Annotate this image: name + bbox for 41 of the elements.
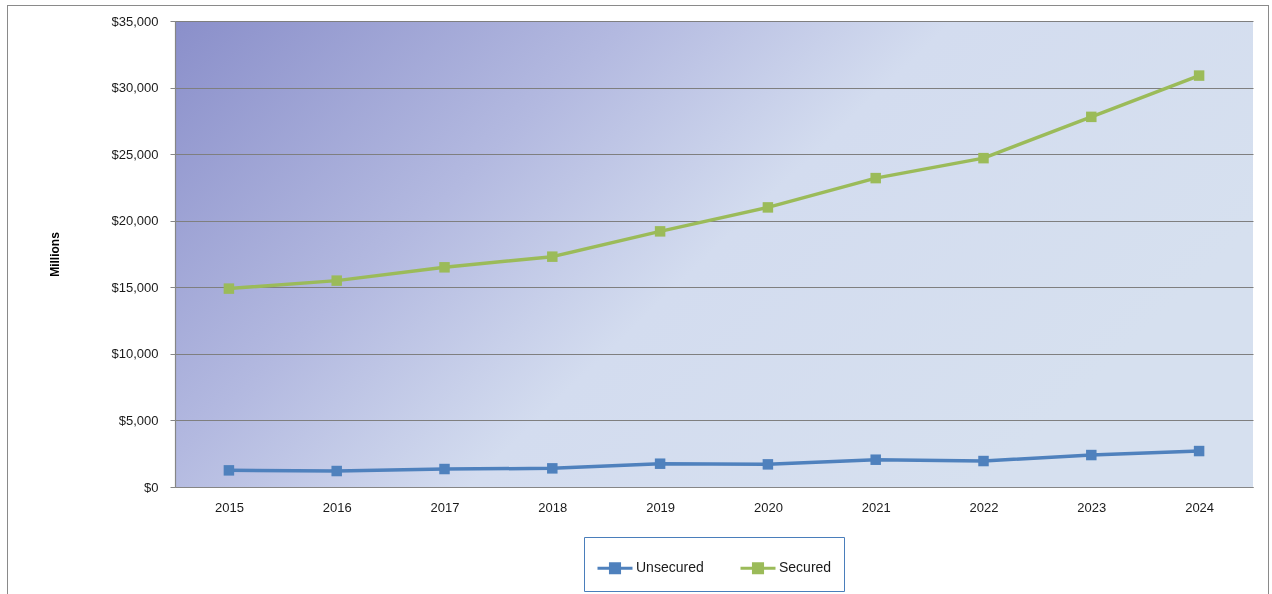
y-tick-label: $20,000 (111, 213, 159, 229)
y-tick-label: $0 (144, 479, 159, 495)
y-tick-label: $5,000 (118, 412, 159, 428)
point (870, 454, 881, 465)
y-tick-label: $15,000 (111, 279, 159, 295)
point (223, 465, 235, 476)
x-tick-label: 2015 (214, 499, 244, 515)
point (439, 463, 450, 475)
point (654, 458, 666, 469)
point (547, 251, 558, 262)
point (978, 152, 989, 164)
point (1086, 111, 1097, 123)
legend-label: Unsecured (636, 559, 704, 576)
y-tick-label: $35,000 (111, 13, 159, 29)
point (762, 202, 774, 213)
x-tick-label: 2017 (430, 499, 460, 515)
point (1086, 449, 1097, 461)
x-tick-label: 2016 (322, 499, 352, 515)
legend-label: Secured (779, 559, 832, 576)
x-tick-label: 2022 (969, 499, 999, 515)
point (331, 275, 342, 286)
point (331, 465, 342, 477)
point (978, 455, 989, 467)
x-tick-label: 2024 (1185, 499, 1215, 515)
point (547, 463, 558, 474)
x-tick-label: 2019 (646, 499, 676, 515)
y-tick-label: $10,000 (111, 346, 159, 362)
x-tick-label: 2020 (753, 499, 783, 515)
point (870, 172, 881, 184)
y-axis-title: Millions (47, 231, 62, 277)
x-tick-label: 2023 (1077, 499, 1107, 515)
point (223, 283, 235, 294)
x-tick-label: 2018 (538, 499, 568, 515)
x-tick-label: 2021 (861, 499, 891, 515)
point (1193, 70, 1205, 81)
y-tick-label: $30,000 (111, 80, 159, 96)
point (654, 226, 666, 237)
y-tick-label: $25,000 (111, 146, 159, 162)
point (762, 459, 774, 470)
point (439, 262, 450, 273)
point (1193, 445, 1205, 457)
